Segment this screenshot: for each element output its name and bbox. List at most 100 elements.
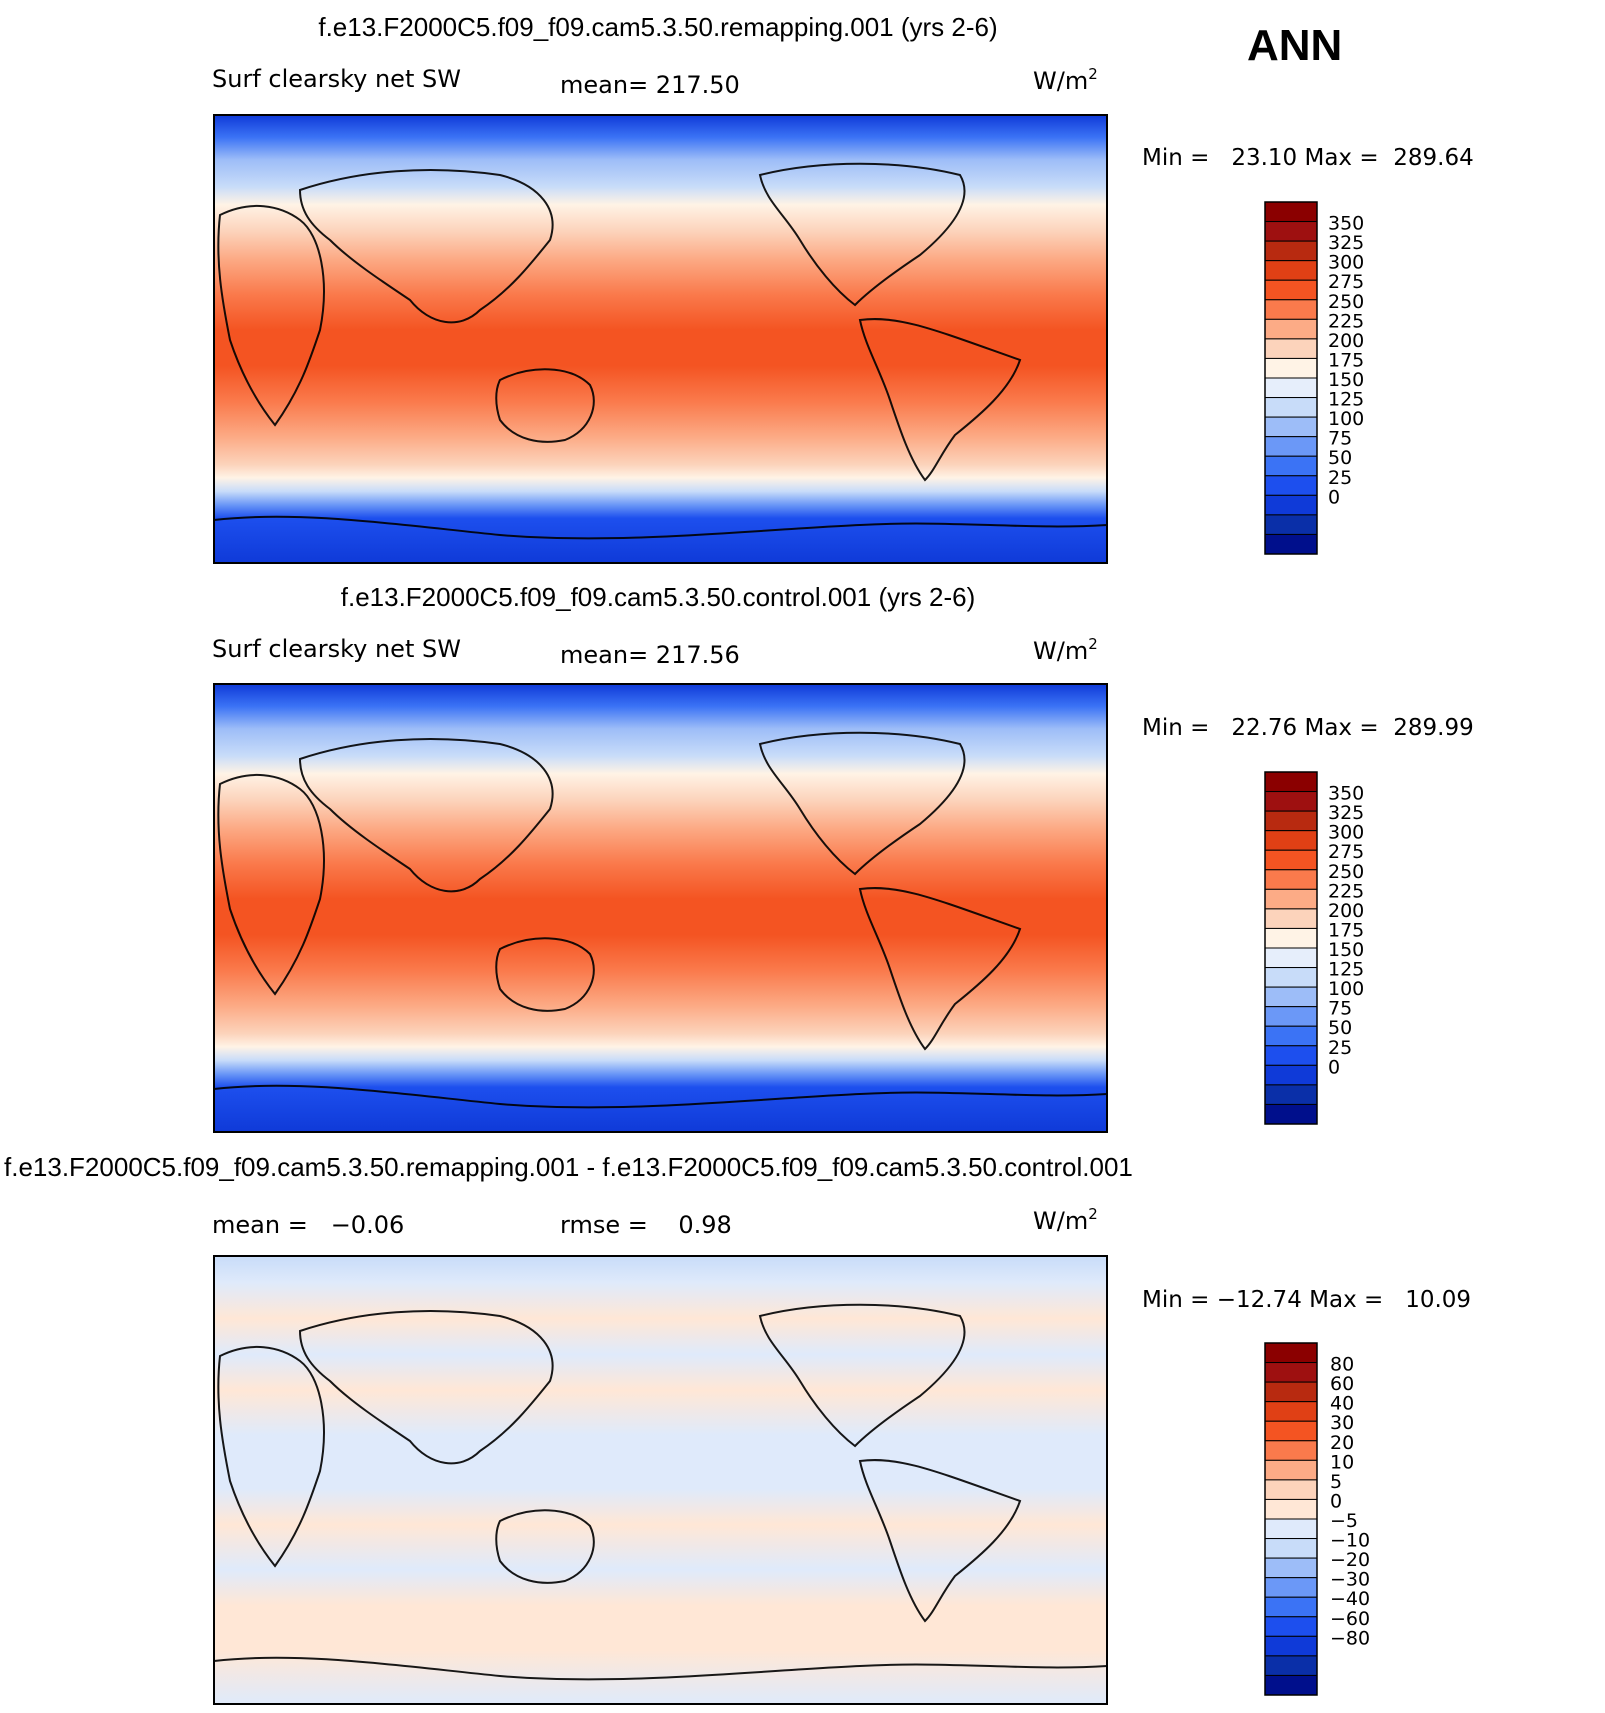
coastline-africa-eurasia [217,1345,325,1568]
coastline-north-america [758,731,966,876]
coastline-south-america [858,318,1022,482]
colorbar-swatch [1264,947,1318,969]
colorbar-swatch [1264,1084,1318,1105]
colorbar-swatch [1264,1498,1318,1520]
map-plot [213,114,1108,564]
colorbar-tick-label: 125 [1328,959,1364,981]
colorbar-frame [1264,201,1318,555]
colorbar-tick-label: 0 [1328,1056,1340,1078]
colorbar-tick-label: 30 [1330,1412,1354,1434]
coastline-south-america [858,887,1022,1051]
mean-label: mean= 217.56 [560,641,740,669]
colorbar-swatch [1264,810,1318,832]
units-label: W/m2 [1033,635,1098,665]
colorbar-swatch [1264,221,1318,242]
coastline-africa-eurasia [217,773,325,996]
map-frame [213,1255,1108,1705]
coastline-africa-eurasia [217,204,325,427]
colorbar-tick-label: 0 [1328,486,1340,508]
panel-1: f.e13.F2000C5.f09_f09.cam5.3.50.remappin… [212,12,1474,564]
colorbar-swatch [1264,1401,1318,1422]
colorbar-tick-label: −30 [1330,1569,1370,1591]
colorbar-swatch [1264,1616,1318,1637]
coastline-australia [495,368,595,443]
colorbar-swatch [1264,1342,1318,1364]
colorbar-tick-label: 275 [1328,271,1364,293]
colorbar-swatch [1264,1420,1318,1442]
colorbar-swatch [1264,1045,1318,1066]
colorbar-swatch [1264,967,1318,988]
colorbar-swatch [1264,279,1318,301]
colorbar-swatch [1264,771,1318,793]
panel-2: f.e13.F2000C5.f09_f09.cam5.3.50.control.… [212,582,1474,1133]
colorbar-swatch [1264,1655,1318,1676]
colorbar-swatch [1264,318,1318,340]
mean-label: mean = −0.06 [212,1211,404,1239]
colorbar-tick-label: 325 [1328,232,1364,254]
colorbar-swatch [1264,338,1318,359]
colorbar-swatch [1264,1064,1318,1086]
min-max-label: Min = 22.76 Max = 289.99 [1142,715,1474,741]
colorbar-tick-label: −60 [1330,1608,1370,1630]
continents [213,1303,1108,1681]
colorbar-swatch [1264,514,1318,535]
field-label: Surf clearsky net SW [212,65,461,93]
colorbar-tick-label: 80 [1330,1354,1354,1376]
colorbar-swatch [1264,1381,1318,1403]
colorbar-tick-label: 10 [1330,1451,1354,1473]
map-plot [213,683,1108,1133]
min-max-label: Min = −12.74 Max = 10.09 [1142,1287,1471,1313]
colorbar-swatch [1264,791,1318,812]
colorbar-tick-label: 25 [1328,467,1352,489]
map-frame [213,114,1108,564]
map-background [214,1256,1107,1704]
colorbar-swatch [1264,299,1318,320]
coastline-north-america [758,1303,966,1448]
map-plot [213,1255,1108,1705]
colorbar-swatch [1264,1577,1318,1598]
colorbar-tick-label: 325 [1328,802,1364,824]
colorbar-swatch [1264,416,1318,438]
units-label: W/m2 [1033,65,1098,95]
colorbar-tick-label: 5 [1330,1471,1342,1493]
coastline-antarctica [213,1656,1108,1681]
colorbar-tick-label: −5 [1330,1510,1358,1532]
coastline-asia [298,169,554,324]
map-frame [213,683,1108,1133]
colorbar-tick-label: 20 [1330,1432,1354,1454]
colorbar-tick-label: 50 [1328,447,1352,469]
colorbar-tick-label: 150 [1328,939,1364,961]
colorbar-tick-label: 300 [1328,822,1364,844]
colorbar-tick-label: 125 [1328,389,1364,411]
rmse-label: rmse = 0.98 [560,1211,732,1239]
colorbar-swatch [1264,830,1318,851]
colorbar-tick-label: 175 [1328,919,1364,941]
coastline-antarctica [213,1084,1108,1109]
coastline-asia [298,738,554,893]
colorbar-swatch [1264,1362,1318,1383]
colorbar-tick-label: 0 [1330,1490,1342,1512]
season-label: ANN [1247,21,1342,70]
colorbar-tick-label: 350 [1328,783,1364,805]
coastline-australia [495,937,595,1012]
colorbar-frame [1264,1342,1318,1696]
colorbar-tick-label: 225 [1328,880,1364,902]
colorbar-swatch [1264,1479,1318,1500]
panel-title: f.e13.F2000C5.f09_f09.cam5.3.50.remappin… [4,1152,1133,1182]
coastline-south-america [858,1459,1022,1623]
colorbar-swatch [1264,1674,1318,1696]
colorbar-tick-label: −10 [1330,1530,1370,1552]
colorbar-tick-label: −80 [1330,1627,1370,1649]
colorbar-swatch [1264,986,1318,1008]
mean-label: mean= 217.50 [560,71,740,99]
colorbar-swatch [1264,1596,1318,1618]
colorbar-swatch [1264,1538,1318,1559]
units-label: W/m2 [1033,1205,1098,1235]
colorbar-swatch [1264,888,1318,910]
colorbar-swatch [1264,357,1318,379]
colorbar-swatch [1264,908,1318,929]
colorbar-tick-label: 100 [1328,978,1364,1000]
